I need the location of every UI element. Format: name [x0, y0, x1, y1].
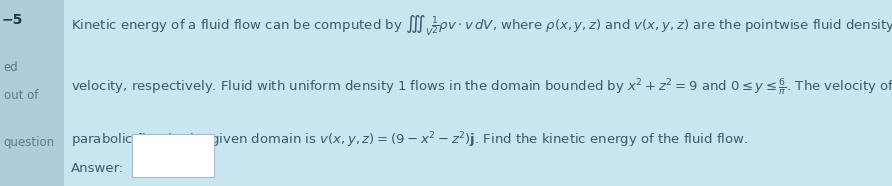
- Text: ed: ed: [4, 61, 19, 74]
- Text: Answer:: Answer:: [71, 162, 125, 175]
- Text: parabolic flow in the given domain is $v(x,y,z)=(9-x^2-z^2)\mathbf{j}$. Find the: parabolic flow in the given domain is $v…: [71, 130, 748, 150]
- Text: out of: out of: [4, 89, 38, 102]
- Text: Kinetic energy of a fluid flow can be computed by $\iiint_V \frac{1}{2}\rho v \c: Kinetic energy of a fluid flow can be co…: [71, 13, 892, 38]
- FancyBboxPatch shape: [132, 134, 214, 177]
- Text: velocity, respectively. Fluid with uniform density 1 flows in the domain bounded: velocity, respectively. Fluid with unifo…: [71, 76, 892, 97]
- Text: question: question: [4, 136, 54, 149]
- Bar: [0, 0, 64, 186]
- Text: −5: −5: [2, 13, 23, 27]
